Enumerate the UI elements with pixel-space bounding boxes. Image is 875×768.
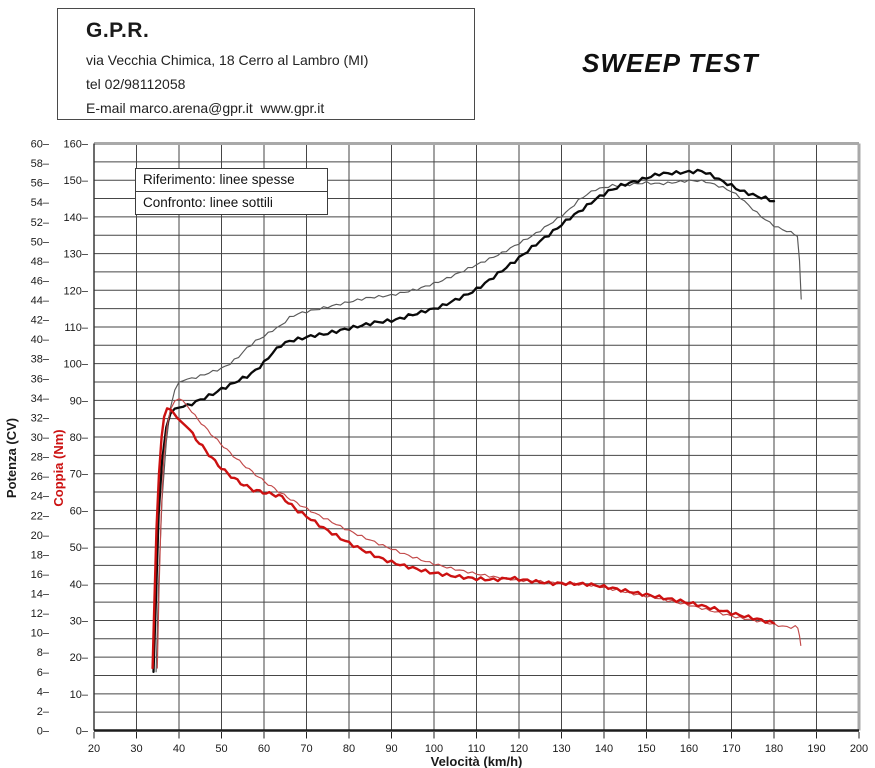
chart-legend: Riferimento: linee spesse Confronto: lin… (135, 168, 328, 215)
x-tick-label: 60 (258, 743, 270, 755)
x-tick-label: 190 (807, 743, 825, 755)
x-tick-label: 80 (343, 743, 355, 755)
curve-power-reference (152, 168, 776, 673)
power-tick-label: 50– (31, 236, 50, 248)
x-tick-label: 50 (215, 743, 227, 755)
x-tick-label: 140 (595, 743, 613, 755)
torque-tick-label: 110– (64, 322, 89, 334)
torque-tick-label: 20– (70, 652, 89, 664)
power-tick-label: 0– (37, 726, 50, 738)
power-tick-label: 30– (31, 432, 50, 444)
power-tick-label: 22– (31, 510, 50, 522)
power-tick-label: 18– (31, 549, 50, 561)
torque-tick-label: 150– (64, 175, 89, 187)
x-tick-label: 120 (510, 743, 528, 755)
x-tick-label: 160 (680, 743, 698, 755)
power-tick-label: 10– (31, 628, 50, 640)
legend-reference-row: Riferimento: linee spesse (136, 169, 327, 192)
torque-tick-label: 130– (64, 249, 89, 261)
x-tick-label: 180 (765, 743, 783, 755)
power-tick-label: 58– (31, 158, 50, 170)
power-tick-label: 40– (31, 334, 50, 346)
power-tick-label: 28– (31, 452, 50, 464)
power-tick-label: 26– (31, 471, 50, 483)
x-tick-label: 70 (300, 743, 312, 755)
torque-tick-label: 100– (64, 359, 89, 371)
torque-tick-label: 60– (70, 505, 89, 517)
power-tick-label: 54– (31, 197, 50, 209)
power-tick-label: 56– (31, 178, 50, 190)
power-tick-label: 46– (31, 275, 50, 287)
power-tick-label: 8– (37, 647, 50, 659)
torque-tick-label: 140– (64, 212, 89, 224)
power-axis-title: Potenza (CV) (4, 418, 19, 498)
power-tick-label: 48– (31, 256, 50, 268)
power-tick-label: 24– (31, 491, 50, 503)
torque-tick-label: 30– (70, 615, 89, 627)
torque-tick-label: 10– (70, 689, 89, 701)
company-address: via Vecchia Chimica, 18 Cerro al Lambro … (86, 52, 369, 68)
power-tick-label: 32– (31, 412, 50, 424)
x-tick-label: 110 (468, 743, 486, 755)
page-title: SWEEP TEST (582, 48, 759, 78)
x-tick-label: 40 (173, 743, 185, 755)
torque-tick-label: 40– (70, 579, 89, 591)
torque-tick-label: 120– (64, 285, 89, 297)
power-tick-label: 14– (31, 589, 50, 601)
company-email: E-mail marco.arena@gpr.it www.gpr.it (86, 100, 325, 116)
power-tick-label: 34– (31, 393, 50, 405)
company-info-box: G.P.R. via Vecchia Chimica, 18 Cerro al … (57, 8, 475, 120)
power-tick-label: 44– (31, 295, 50, 307)
legend-comparison-row: Confronto: linee sottili (143, 195, 273, 210)
x-tick-label: 30 (130, 743, 142, 755)
power-tick-label: 4– (37, 686, 50, 698)
x-tick-label: 100 (425, 743, 443, 755)
torque-tick-label: 50– (70, 542, 89, 554)
power-tick-label: 42– (31, 315, 50, 327)
x-tick-label: 200 (850, 743, 868, 755)
curve-torque-comparison (156, 398, 802, 669)
x-axis-title: Velocità (km/h) (431, 754, 523, 768)
company-name: G.P.R. (86, 19, 150, 42)
torque-tick-label: 0– (76, 726, 89, 738)
power-tick-label: 16– (31, 569, 50, 581)
power-tick-label: 12– (31, 608, 50, 620)
torque-tick-label: 70– (70, 469, 89, 481)
power-tick-label: 52– (31, 217, 50, 229)
power-tick-label: 36– (31, 373, 50, 385)
x-tick-label: 20 (88, 743, 100, 755)
torque-tick-label: 80– (70, 432, 89, 444)
torque-tick-label: 160– (64, 139, 89, 151)
x-tick-label: 170 (722, 743, 740, 755)
torque-axis-title: Coppia (Nm) (51, 429, 66, 506)
power-tick-label: 6– (37, 667, 50, 679)
x-tick-label: 130 (552, 743, 570, 755)
x-tick-label: 150 (637, 743, 655, 755)
torque-tick-label: 90– (70, 395, 89, 407)
power-tick-label: 60– (31, 139, 50, 151)
power-tick-label: 20– (31, 530, 50, 542)
x-tick-label: 90 (385, 743, 397, 755)
company-phone: tel 02/98112058 (86, 76, 186, 92)
power-tick-label: 2– (37, 706, 50, 718)
curve-torque-reference (151, 407, 776, 670)
power-tick-label: 38– (31, 354, 50, 366)
curve-power-comparison (155, 179, 802, 673)
